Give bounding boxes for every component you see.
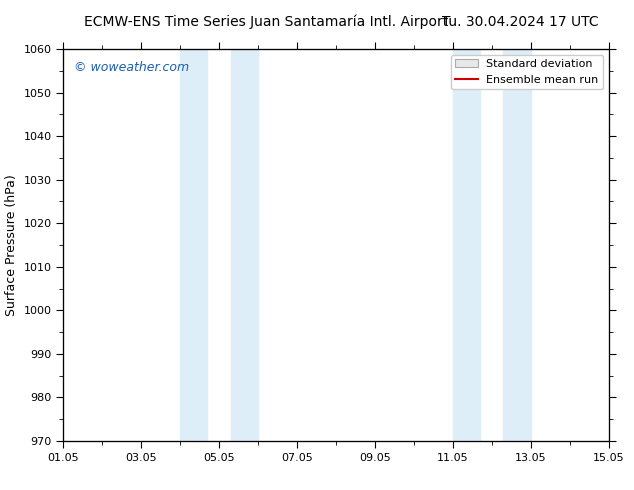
Text: © woweather.com: © woweather.com	[74, 61, 190, 74]
Y-axis label: Surface Pressure (hPa): Surface Pressure (hPa)	[5, 174, 18, 316]
Bar	[231, 49, 258, 441]
Legend: Standard deviation, Ensemble mean run: Standard deviation, Ensemble mean run	[451, 54, 603, 89]
Bar	[503, 49, 531, 441]
Text: ECMW-ENS Time Series Juan Santamaría Intl. Airport: ECMW-ENS Time Series Juan Santamaría Int…	[84, 15, 448, 29]
Text: Tu. 30.04.2024 17 UTC: Tu. 30.04.2024 17 UTC	[441, 15, 598, 29]
Bar	[453, 49, 480, 441]
Bar	[180, 49, 207, 441]
